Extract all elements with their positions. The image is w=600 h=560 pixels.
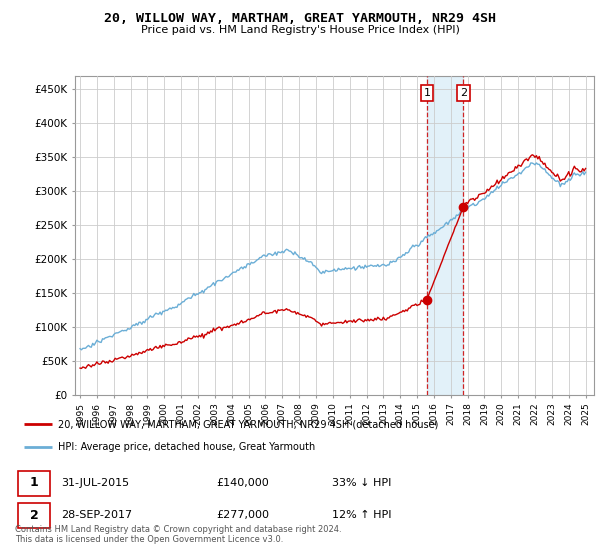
Text: 20, WILLOW WAY, MARTHAM, GREAT YARMOUTH, NR29 4SH (detached house): 20, WILLOW WAY, MARTHAM, GREAT YARMOUTH,… (58, 419, 439, 430)
Text: 28-SEP-2017: 28-SEP-2017 (61, 510, 132, 520)
Text: 1: 1 (29, 477, 38, 489)
Text: 20, WILLOW WAY, MARTHAM, GREAT YARMOUTH, NR29 4SH: 20, WILLOW WAY, MARTHAM, GREAT YARMOUTH,… (104, 12, 496, 25)
Text: 31-JUL-2015: 31-JUL-2015 (61, 478, 129, 488)
FancyBboxPatch shape (18, 472, 50, 496)
Text: HPI: Average price, detached house, Great Yarmouth: HPI: Average price, detached house, Grea… (58, 442, 316, 452)
Text: £140,000: £140,000 (217, 478, 269, 488)
FancyBboxPatch shape (18, 503, 50, 528)
Text: 12% ↑ HPI: 12% ↑ HPI (332, 510, 391, 520)
Text: 2: 2 (460, 88, 467, 98)
Text: 33% ↓ HPI: 33% ↓ HPI (332, 478, 391, 488)
Text: £277,000: £277,000 (217, 510, 269, 520)
Text: Price paid vs. HM Land Registry's House Price Index (HPI): Price paid vs. HM Land Registry's House … (140, 25, 460, 35)
Text: Contains HM Land Registry data © Crown copyright and database right 2024.
This d: Contains HM Land Registry data © Crown c… (15, 525, 341, 544)
Text: 1: 1 (424, 88, 430, 98)
Text: 2: 2 (29, 508, 38, 521)
